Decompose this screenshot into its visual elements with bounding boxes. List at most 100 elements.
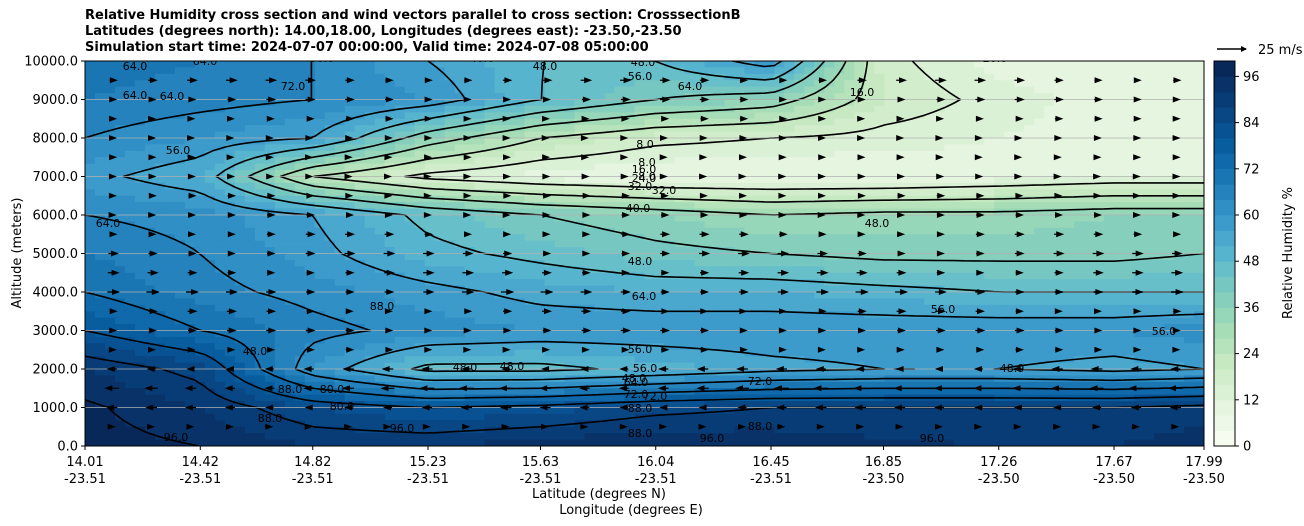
humidity-cell [184,138,196,146]
humidity-cell [494,176,506,184]
humidity-cell [474,202,486,210]
humidity-cell [504,279,516,287]
humidity-cell [104,176,116,184]
humidity-cell [1094,73,1105,81]
humidity-cell [974,150,985,158]
humidity-cell [954,144,965,152]
humidity-cell [434,253,446,261]
humidity-cell [914,253,925,261]
humidity-cell [1004,80,1015,88]
humidity-cell [904,266,915,274]
humidity-cell [804,86,815,94]
humidity-cell [124,182,136,190]
humidity-cell [744,279,755,287]
humidity-cell [1194,93,1204,101]
humidity-cell [134,67,146,75]
humidity-cell [764,99,775,107]
humidity-cell [834,80,845,88]
humidity-cell [694,163,706,171]
humidity-cell [844,138,855,146]
humidity-cell [494,272,506,280]
humidity-cell [334,253,346,261]
humidity-cell [664,234,676,242]
humidity-cell [884,336,895,344]
humidity-cell [854,253,865,261]
humidity-cell [844,118,855,126]
humidity-cell [344,138,356,146]
humidity-cell [664,285,676,293]
humidity-cell [354,176,366,184]
humidity-cell [204,80,216,88]
humidity-cell [464,138,476,146]
humidity-cell [514,324,526,332]
humidity-cell [104,208,116,216]
humidity-cell [1074,138,1085,146]
humidity-cell [764,195,775,203]
humidity-cell [124,272,136,280]
humidity-cell [434,170,446,178]
humidity-cell [164,61,176,69]
humidity-cell [684,336,696,344]
humidity-cell [344,324,356,332]
humidity-cell [154,234,166,242]
humidity-cell [464,163,476,171]
humidity-cell [114,227,126,235]
humidity-cell [914,240,925,248]
humidity-cell [1184,182,1195,190]
humidity-cell [104,240,116,248]
humidity-cell [754,292,765,300]
humidity-cell [814,99,825,107]
humidity-cell [234,215,246,223]
humidity-cell [1184,176,1195,184]
humidity-cell [784,336,795,344]
humidity-cell [424,253,436,261]
humidity-cell [1184,202,1195,210]
humidity-cell [494,67,506,75]
humidity-cell [1164,125,1175,133]
humidity-cell [1164,86,1175,94]
humidity-cell [85,86,96,94]
humidity-cell [664,259,676,267]
humidity-cell [224,99,236,107]
humidity-cell [594,330,606,338]
humidity-cell [864,131,875,139]
humidity-cell [584,170,596,178]
humidity-cell [1054,80,1065,88]
humidity-cell [534,163,546,171]
humidity-cell [1004,215,1015,223]
humidity-cell [714,86,726,94]
humidity-cell [124,324,136,332]
humidity-cell [474,67,486,75]
humidity-cell [874,157,885,165]
humidity-cell [504,202,516,210]
humidity-cell [394,67,406,75]
humidity-cell [214,253,226,261]
humidity-cell [264,259,276,267]
humidity-cell [304,266,316,274]
humidity-cell [324,105,336,113]
humidity-cell [394,285,406,293]
humidity-cell [784,86,795,94]
humidity-cell [454,105,466,113]
humidity-cell [454,259,466,267]
humidity-cell [364,324,376,332]
humidity-cell [764,73,775,81]
humidity-cell [314,266,326,274]
humidity-cell [464,298,476,306]
humidity-cell [224,202,236,210]
humidity-cell [1054,330,1065,338]
humidity-cell [784,266,795,274]
humidity-cell [154,330,166,338]
humidity-cell [944,336,955,344]
humidity-cell [94,285,106,293]
humidity-cell [934,234,945,242]
humidity-cell [254,311,266,319]
humidity-cell [594,208,606,216]
humidity-cell [204,131,216,139]
humidity-cell [804,266,815,274]
humidity-cell [534,311,546,319]
humidity-cell [104,266,116,274]
humidity-cell [244,150,256,158]
humidity-cell [894,105,905,113]
humidity-cell [754,336,765,344]
